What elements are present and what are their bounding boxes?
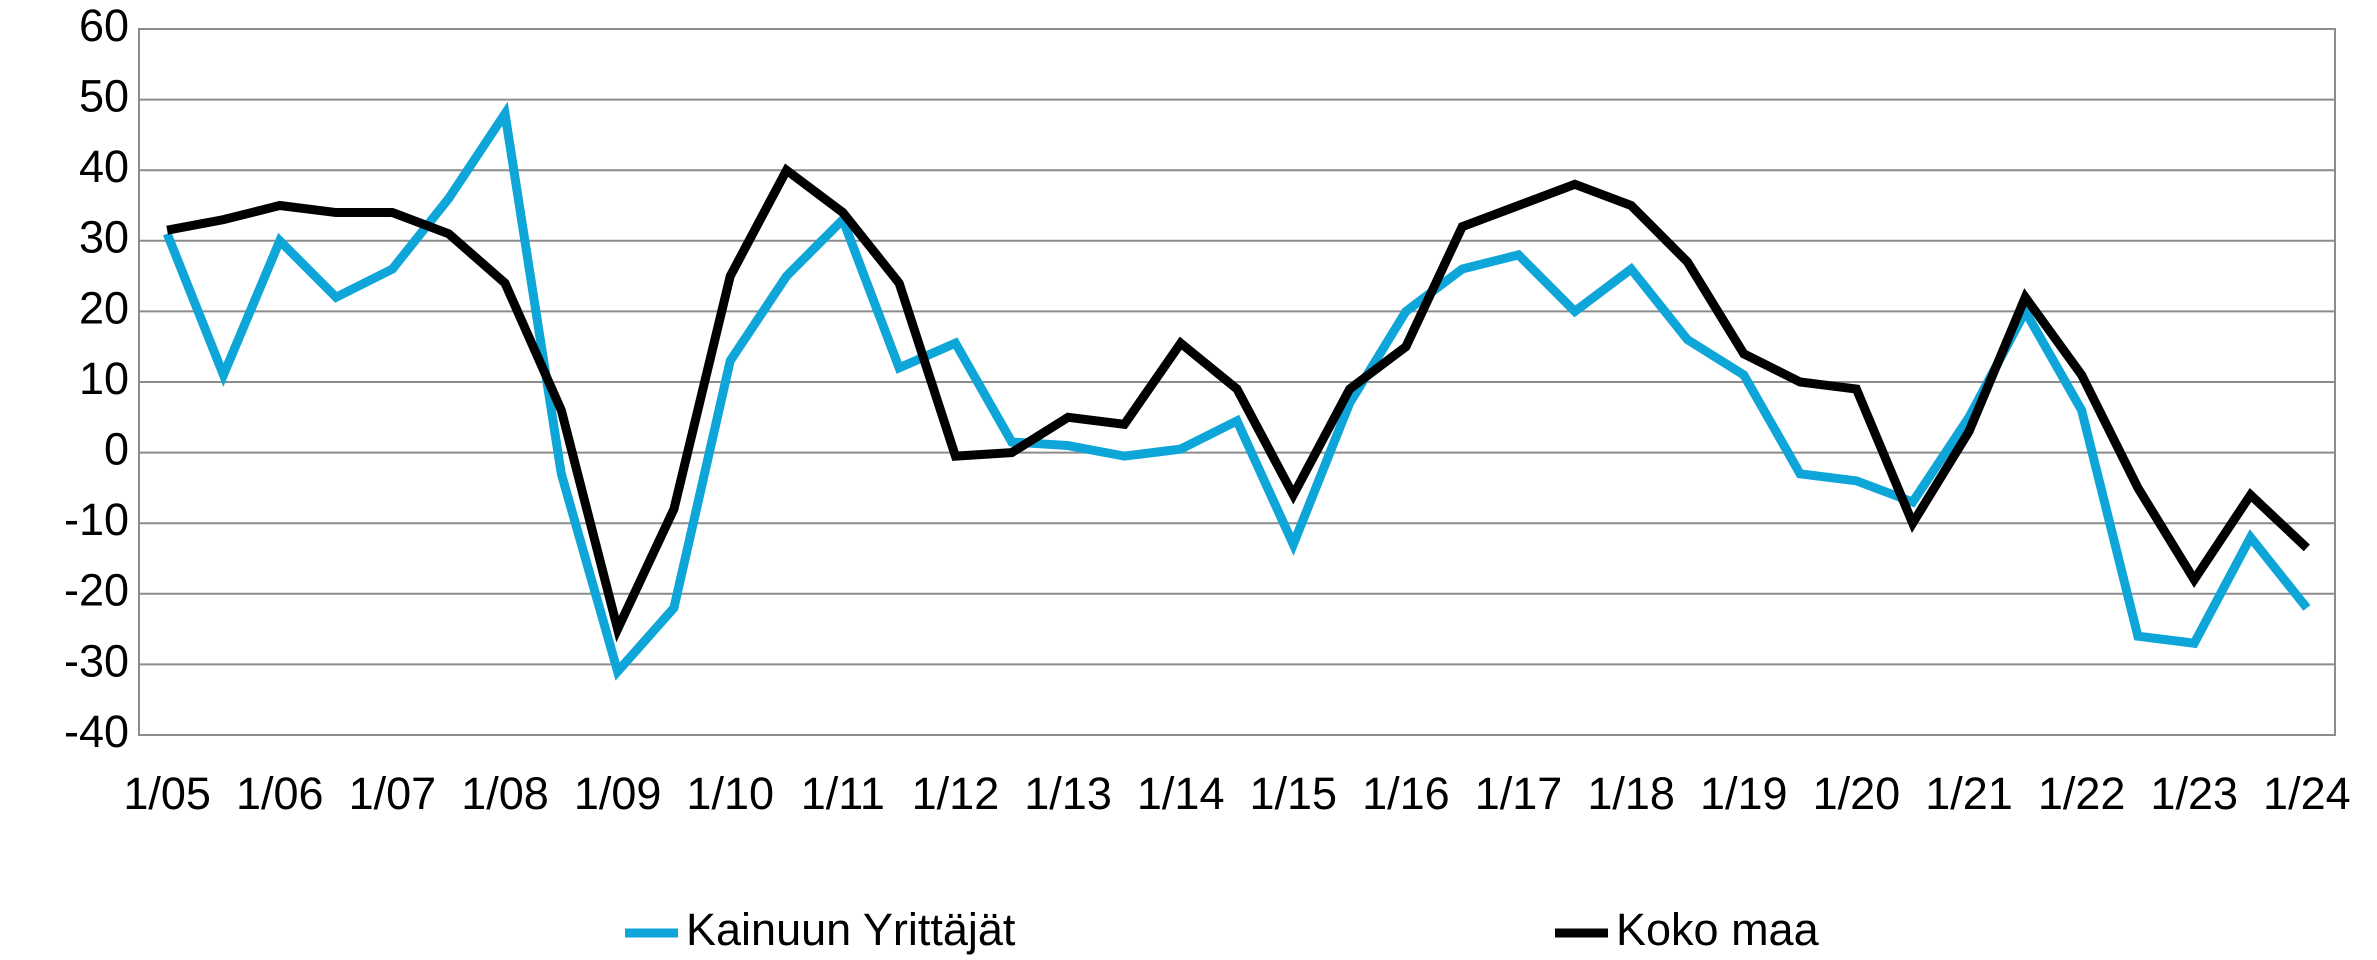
x-tick-label: 1/18	[1587, 768, 1675, 819]
y-tick-label: 20	[79, 282, 129, 333]
x-tick-label: 1/20	[1813, 768, 1901, 819]
x-tick-label: 1/19	[1700, 768, 1788, 819]
x-tick-label: 1/08	[461, 768, 549, 819]
x-tick-label: 1/16	[1362, 768, 1450, 819]
data-line	[162, 101, 2311, 681]
x-tick-label: 1/17	[1475, 768, 1563, 819]
data-line	[166, 163, 2310, 643]
x-tick-label: 1/24	[2263, 768, 2351, 819]
x-tick-label: 1/05	[123, 768, 211, 819]
y-tick-label: 0	[104, 423, 129, 474]
x-tick-label: 1/06	[236, 768, 324, 819]
legend-label: Kainuun Yrittäjät	[686, 904, 1016, 955]
x-tick-label: 1/10	[686, 768, 774, 819]
y-tick-label: 30	[79, 212, 129, 263]
y-tick-label: -40	[64, 706, 129, 757]
y-tick-label: -20	[64, 565, 129, 616]
x-tick-label: 1/22	[2038, 768, 2126, 819]
x-tick-label: 1/07	[349, 768, 437, 819]
y-tick-label: 40	[79, 141, 129, 192]
plot-border	[138, 28, 2336, 736]
x-tick-label: 1/13	[1024, 768, 1112, 819]
y-tick-label: -30	[64, 635, 129, 686]
x-tick-label: 1/15	[1250, 768, 1338, 819]
y-tick-label: 60	[79, 0, 129, 51]
y-tick-label: -10	[64, 494, 129, 545]
x-tick-label: 1/23	[2150, 768, 2238, 819]
y-tick-label: 10	[79, 353, 129, 404]
x-tick-label: 1/21	[1925, 768, 2013, 819]
x-tick-label: 1/14	[1137, 768, 1225, 819]
legend-label: Koko maa	[1616, 904, 1820, 955]
x-tick-label: 1/11	[801, 768, 885, 819]
y-tick-label: 50	[79, 70, 129, 121]
x-tick-label: 1/09	[574, 768, 662, 819]
x-tick-label: 1/12	[912, 768, 1000, 819]
